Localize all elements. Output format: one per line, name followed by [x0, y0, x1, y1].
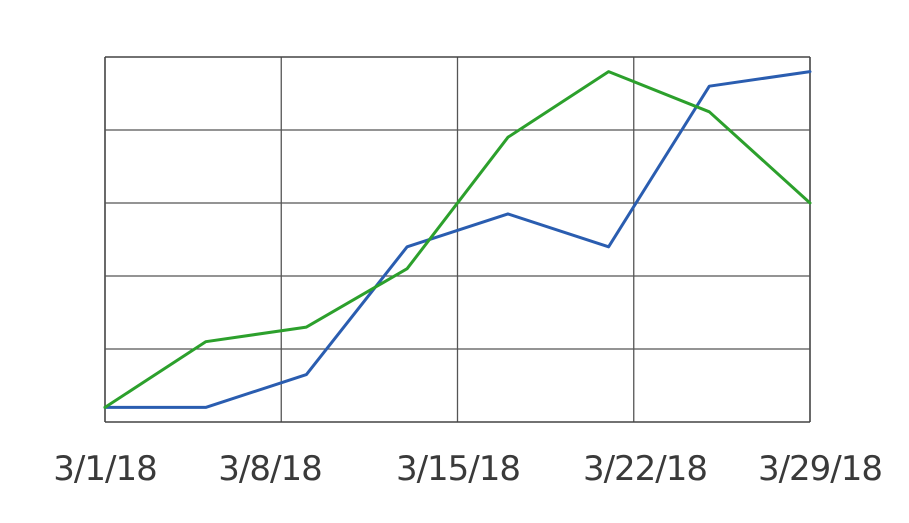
- series-line-2: [103, 70, 812, 409]
- x-tick-label: 3/29/18: [758, 449, 882, 489]
- series-group: [103, 70, 812, 409]
- x-tick-label: 3/1/18: [53, 449, 156, 489]
- x-tick-label: 3/22/18: [583, 449, 707, 489]
- series-line-1: [103, 70, 812, 409]
- x-tick-label: 3/8/18: [218, 449, 321, 489]
- x-axis-ticks: 3/1/18 3/8/18 3/15/18 3/22/18 3/29/18: [53, 449, 883, 489]
- grid: [104, 56, 811, 423]
- x-tick-label: 3/15/18: [396, 449, 520, 489]
